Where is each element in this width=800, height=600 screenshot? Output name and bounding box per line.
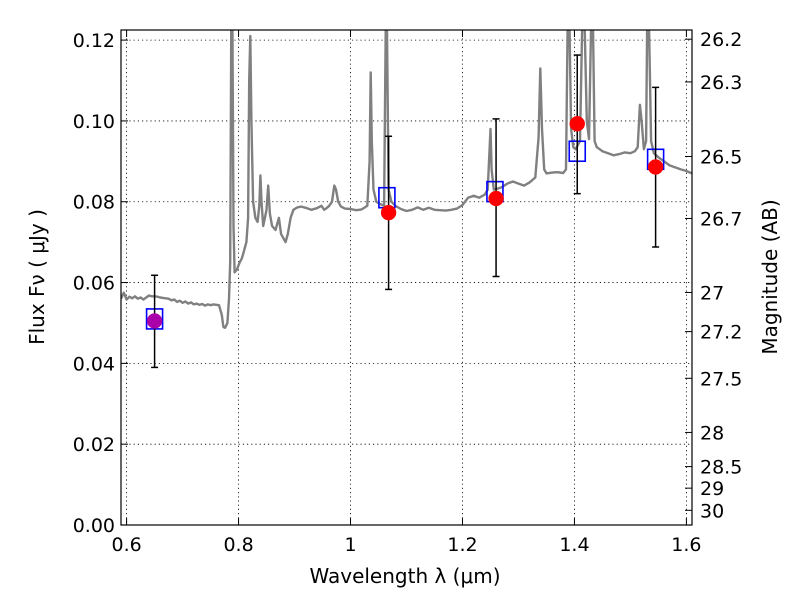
observed-photometry-point bbox=[569, 115, 585, 132]
axes-border bbox=[120, 29, 693, 526]
magnitude-tick-label: 27.5 bbox=[700, 368, 742, 390]
x-tick-label: 1.2 bbox=[447, 534, 477, 556]
magnitude-tick-label: 30 bbox=[700, 500, 724, 522]
x-tick-label: 0.6 bbox=[111, 534, 141, 556]
magnitude-tick-label: 28 bbox=[700, 422, 724, 444]
y-tick-label: 0.10 bbox=[73, 111, 115, 133]
x-tick-label: 1 bbox=[344, 534, 356, 556]
observed-photometry-point bbox=[146, 313, 163, 329]
x-axis-label: Wavelength λ (μm) bbox=[309, 564, 500, 588]
magnitude-tick-label: 26.5 bbox=[700, 146, 742, 168]
magnitude-tick-label: 26.3 bbox=[700, 72, 742, 94]
grid bbox=[121, 30, 692, 526]
magnitude-tick-label: 27.2 bbox=[700, 322, 742, 344]
y-tick-label: 0.12 bbox=[73, 30, 115, 52]
ticks: 0.6 0.8 1 1.2 1.4 1.6 0.00 0.02 0.04 0.06 0.08 0.10… bbox=[73, 29, 743, 556]
plot-area bbox=[121, 30, 692, 525]
y-axis-label: Flux Fν ( μJy ) bbox=[25, 209, 49, 345]
magnitude-tick-label: 27 bbox=[700, 282, 724, 304]
y-tick-label: 0.08 bbox=[73, 192, 115, 214]
data-layer bbox=[121, 30, 692, 369]
magnitude-axis-label-text: Magnitude (AB) bbox=[758, 199, 782, 354]
magnitude-tick-label: 28.5 bbox=[700, 457, 742, 479]
axes-frame bbox=[120, 29, 693, 526]
y-tick-label: 0.04 bbox=[73, 353, 115, 375]
observed-photometry-point bbox=[380, 204, 397, 221]
y-tick-label: 0.00 bbox=[73, 515, 115, 537]
x-tick-label: 0.8 bbox=[223, 534, 253, 556]
observed-photometry-point bbox=[647, 159, 664, 175]
x-axis-label-text: Wavelength λ (μm) bbox=[309, 564, 500, 588]
x-tick-label: 1.4 bbox=[559, 534, 589, 556]
magnitude-axis-label: Magnitude (AB) bbox=[758, 199, 782, 354]
spectrum-line bbox=[121, 30, 692, 329]
y-axis-label-text: Flux Fν ( μJy ) bbox=[25, 209, 49, 345]
observed-photometry-point bbox=[488, 190, 504, 207]
magnitude-tick-label: 26.7 bbox=[700, 208, 742, 230]
magnitude-tick-label: 26.2 bbox=[700, 29, 742, 51]
x-tick-label: 1.6 bbox=[671, 534, 701, 556]
y-tick-label: 0.02 bbox=[73, 434, 115, 456]
y-tick-label: 0.06 bbox=[73, 273, 115, 295]
magnitude-tick-label: 29 bbox=[700, 478, 724, 500]
